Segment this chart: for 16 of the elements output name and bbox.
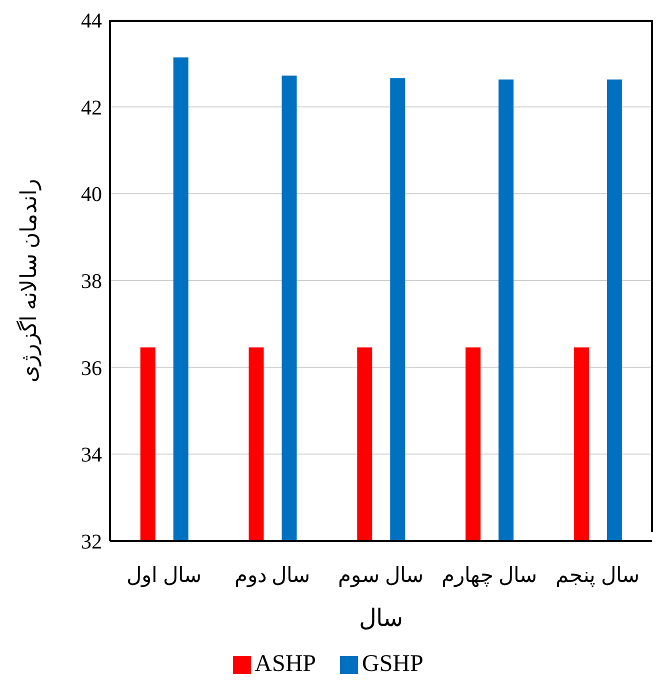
x-tick-label: سال چهارم [441, 562, 538, 588]
x-tick-label: سال سوم [338, 562, 424, 588]
x-axis-title: سال [359, 606, 403, 632]
x-tick-label: سال پنجم [556, 562, 640, 588]
y-tick-label: 32 [81, 529, 102, 554]
x-tick-label: سال اول [126, 562, 202, 588]
y-tick-label: 44 [81, 8, 102, 32]
y-tick-label: 36 [81, 356, 102, 380]
y-tick-label: 40 [81, 182, 102, 206]
legend-label: ASHP [254, 651, 316, 677]
y-tick-label: 34 [81, 442, 102, 467]
x-tick-label: سال دوم [234, 562, 311, 588]
legend-label: GSHP [362, 651, 424, 677]
y-axis-title: راندمان سالانه اگزرژی [16, 178, 42, 382]
y-tick-label: 38 [81, 268, 102, 293]
y-tick-label: 42 [81, 95, 102, 120]
